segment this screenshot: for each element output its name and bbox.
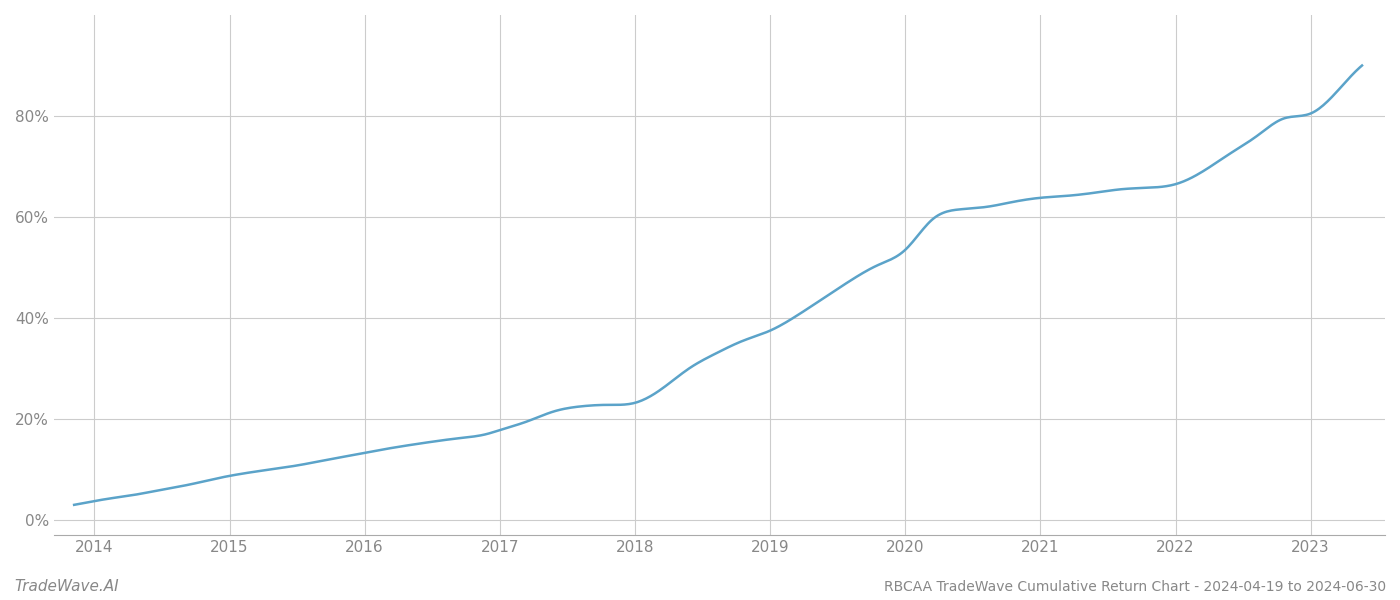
Text: RBCAA TradeWave Cumulative Return Chart - 2024-04-19 to 2024-06-30: RBCAA TradeWave Cumulative Return Chart …	[883, 580, 1386, 594]
Text: TradeWave.AI: TradeWave.AI	[14, 579, 119, 594]
